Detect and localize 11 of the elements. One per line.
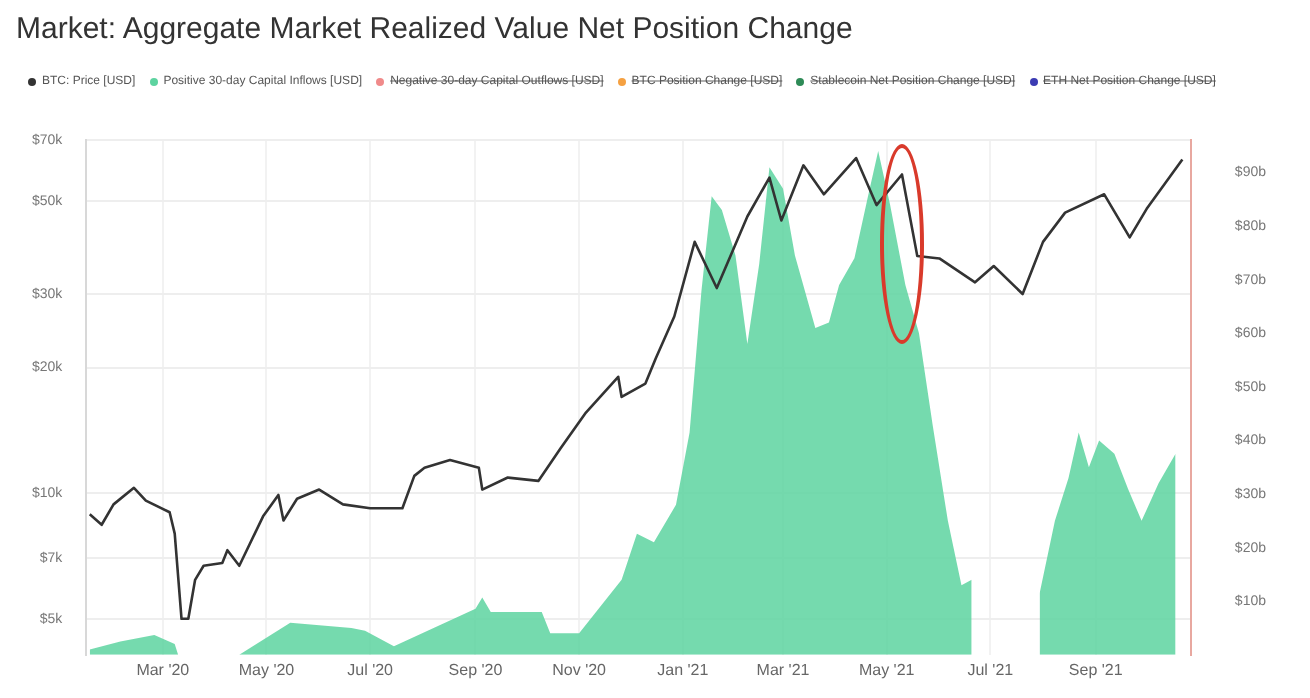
- x-tick-label: May '21: [858, 660, 916, 679]
- x-tick-label: Sep '21: [1068, 660, 1124, 679]
- x-tick-label: Nov '20: [552, 660, 608, 679]
- x-tick-label: Jul '21: [967, 660, 1015, 679]
- x-tick-label: Mar '20: [136, 660, 191, 679]
- x-tick-label: Jul '20: [347, 660, 395, 679]
- chart-title: Market: Aggregate Market Realized Value Net Position Change: [16, 12, 853, 46]
- x-tick-label: Mar '21: [756, 660, 811, 679]
- x-tick-label: Jan '21: [657, 660, 710, 679]
- x-tick-label: May '20: [238, 660, 296, 679]
- x-tick-label: Sep '20: [448, 660, 504, 679]
